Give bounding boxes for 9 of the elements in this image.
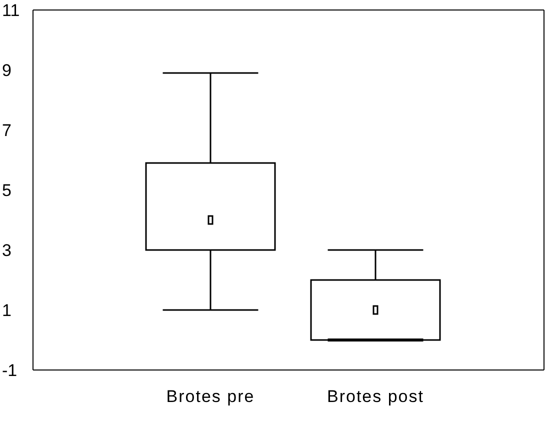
x-tick-label: Brotes post: [327, 387, 424, 406]
x-tick-label: Brotes pre: [166, 387, 255, 406]
y-tick-label: 3: [2, 241, 12, 260]
y-tick-label: -1: [2, 361, 18, 380]
y-tick-label: 9: [2, 61, 12, 80]
y-tick-label: 5: [2, 181, 12, 200]
y-tick-label: 7: [2, 121, 12, 140]
y-tick-label: 1: [2, 301, 12, 320]
y-tick-label: 11: [2, 1, 20, 20]
